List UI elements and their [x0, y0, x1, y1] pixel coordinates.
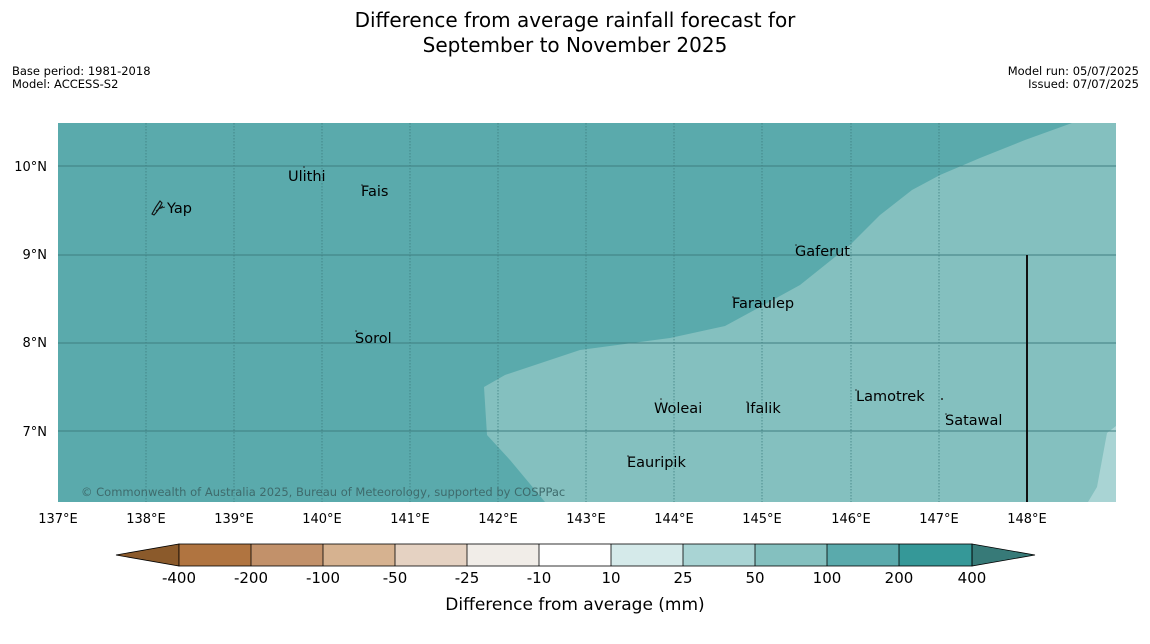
lat-label-8n: 8°N — [23, 336, 48, 351]
place-label-satawal: Satawal — [945, 413, 1002, 429]
latitude-labels: 10°N 9°N 8°N 7°N — [14, 160, 47, 440]
colorbar-bin-6 — [539, 544, 611, 566]
lon-label-143e: 143°E — [566, 512, 606, 527]
colorbar-bin-1 — [179, 544, 251, 566]
colorbar-tick-label: 25 — [673, 569, 692, 587]
lon-label-137e: 137°E — [38, 512, 78, 527]
colorbar: -400 -200 -100 -50 -25 -10 10 25 50 100 … — [115, 543, 1036, 615]
colorbar-bin-9 — [755, 544, 827, 566]
place-label-ifalik: Ifalik — [746, 401, 781, 417]
place-label-faraulep: Faraulep — [732, 296, 794, 312]
place-label-fais: Fais — [361, 184, 388, 200]
colorbar-dividers — [250, 544, 900, 566]
place-labels: Ulithi Fais Yap Gaferut Faraulep Sorol W… — [166, 169, 1002, 471]
lon-label-146e: 146°E — [831, 512, 871, 527]
colorbar-tick-label: -200 — [234, 569, 268, 587]
colorbar-bin-4 — [395, 544, 467, 566]
place-label-gaferut: Gaferut — [795, 244, 850, 260]
copyright-text: © Commonwealth of Australia 2025, Bureau… — [81, 485, 565, 499]
colorbar-tick-label: -25 — [455, 569, 480, 587]
place-label-lamotrek: Lamotrek — [856, 389, 925, 405]
title-line-2: September to November 2025 — [422, 33, 728, 57]
meta-right: Model run: 05/07/2025 Issued: 07/07/2025 — [1008, 65, 1139, 91]
island-dots — [303, 166, 947, 457]
yap-island-shape — [151, 200, 163, 216]
place-label-sorol: Sorol — [355, 331, 392, 347]
colorbar-tick-label: -10 — [527, 569, 552, 587]
region-25-to-50 — [1088, 426, 1116, 502]
lon-label-140e: 140°E — [302, 512, 342, 527]
colorbar-tick-label: 200 — [885, 569, 914, 587]
lon-label-145e: 145°E — [742, 512, 782, 527]
colorbar-low-extension — [115, 543, 180, 567]
issued-text: Issued: 07/07/2025 — [1028, 77, 1139, 91]
colorbar-tick-label: 100 — [813, 569, 842, 587]
lat-label-9n: 9°N — [23, 248, 48, 263]
colorbar-bin-2 — [251, 544, 323, 566]
colorbar-tick-label: -400 — [162, 569, 196, 587]
yap-island-detail — [155, 205, 166, 212]
colorbar-bin-10 — [827, 544, 899, 566]
longitude-labels: 137°E 138°E 139°E 140°E 141°E 142°E 143°… — [38, 512, 1047, 527]
colorbar-outline — [178, 543, 973, 567]
lon-label-144e: 144°E — [654, 512, 694, 527]
lon-label-147e: 147°E — [919, 512, 959, 527]
graticule-parallels — [58, 165, 1116, 432]
lat-label-7n: 7°N — [23, 425, 48, 440]
colorbar-bin-5 — [467, 544, 539, 566]
place-label-eauripik: Eauripik — [627, 455, 686, 471]
colorbar-tick-label: 50 — [745, 569, 764, 587]
model-run-text: Model run: 05/07/2025 — [1007, 64, 1139, 78]
model-text: Model: ACCESS-S2 — [12, 77, 119, 91]
lon-label-139e: 139°E — [214, 512, 254, 527]
colorbar-tick-label: -50 — [383, 569, 408, 587]
place-label-ulithi: Ulithi — [288, 169, 326, 185]
lon-label-141e: 141°E — [390, 512, 430, 527]
lon-label-148e: 148°E — [1007, 512, 1047, 527]
place-label-yap: Yap — [166, 201, 192, 217]
lon-label-142e: 142°E — [478, 512, 518, 527]
meta-left: Base period: 1981-2018 Model: ACCESS-S2 — [12, 65, 151, 91]
lat-label-10n: 10°N — [14, 160, 47, 175]
colorbar-tick-label: -100 — [306, 569, 340, 587]
colorbar-label: Difference from average (mm) — [445, 595, 704, 615]
colorbar-bin-8 — [683, 544, 755, 566]
map-area: Ulithi Fais Yap Gaferut Faraulep Sorol W… — [58, 123, 1116, 502]
colorbar-bin-3 — [323, 544, 395, 566]
lon-label-138e: 138°E — [126, 512, 166, 527]
region-50-to-100 — [484, 123, 1116, 502]
colorbar-tick-label: 10 — [601, 569, 620, 587]
graticule-meridians — [145, 123, 940, 502]
place-label-woleai: Woleai — [654, 401, 702, 417]
colorbar-tick-label: 400 — [958, 569, 987, 587]
base-period-text: Base period: 1981-2018 — [12, 64, 151, 78]
colorbar-ticks: -400 -200 -100 -50 -25 -10 10 25 50 100 … — [162, 569, 986, 587]
colorbar-bin-7 — [611, 544, 683, 566]
colorbar-bin-11 — [899, 544, 972, 566]
colorbar-high-extension — [971, 543, 1036, 567]
title-line-1: Difference from average rainfall forecas… — [354, 8, 796, 32]
chart-title: Difference from average rainfall forecas… — [0, 8, 1150, 58]
